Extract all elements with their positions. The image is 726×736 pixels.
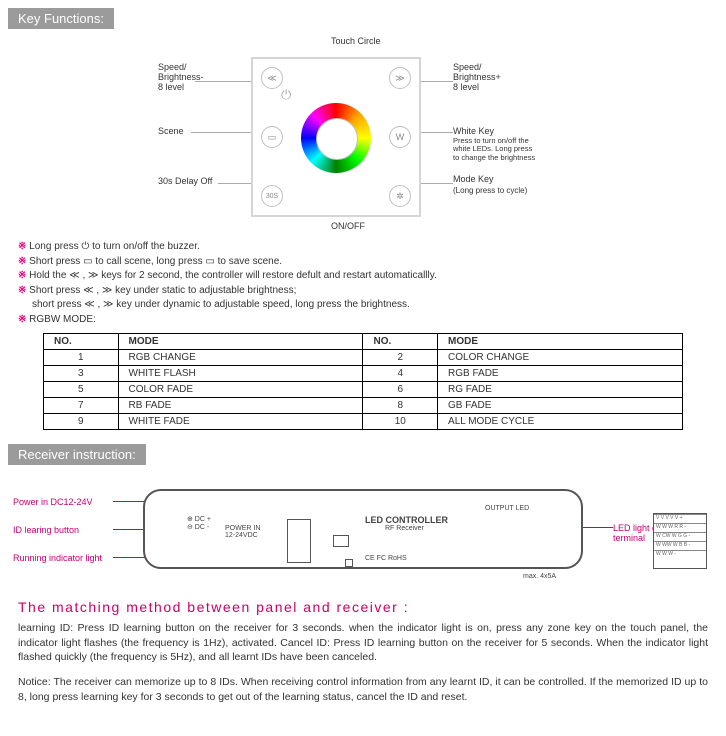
note-row: Long press ⏻ to turn on/off the buzzer. [18, 240, 708, 255]
power-icon: ⏻ [281, 87, 291, 103]
label-id-button: ID learing button [13, 525, 79, 535]
table-cell: COLOR FADE [118, 382, 363, 398]
label-rf: RF Receiver [385, 525, 424, 532]
table-cell: ALL MODE CYCLE [438, 414, 683, 430]
btn-white: W [389, 126, 411, 148]
note-row: Short press ▭ to call scene, long press … [18, 255, 708, 270]
table-cell: RGB CHANGE [118, 350, 363, 366]
label-onoff: ON/OFF [331, 222, 365, 232]
label-rohs: CE FC RoHS [365, 555, 407, 562]
btn-speed-plus: ≫ [389, 67, 411, 89]
table-cell: 10 [363, 414, 438, 430]
section-receiver: Receiver instruction: [8, 444, 146, 465]
leader-line [191, 132, 259, 133]
note-row-indent: short press ≪ , ≫ key under dynamic to a… [32, 298, 708, 313]
table-cell: 1 [44, 350, 119, 366]
th-mode: MODE [438, 334, 683, 350]
label-white-desc: Press to turn on/off the white LEDs. Lon… [453, 137, 535, 162]
table-cell: 4 [363, 366, 438, 382]
label-max: max. 4x5A [523, 573, 556, 580]
note-row: Hold the ≪ , ≫ keys for 2 second, the co… [18, 269, 708, 284]
matching-p2: Notice: The receiver can memorize up to … [18, 675, 708, 704]
notes-block: Long press ⏻ to turn on/off the buzzer. … [18, 240, 708, 327]
table-cell: GB FADE [438, 398, 683, 414]
matching-title: The matching method between panel and re… [18, 599, 708, 615]
label-output: OUTPUT LED [485, 505, 529, 512]
table-cell: RG FADE [438, 382, 683, 398]
note-row: Short press ≪ , ≫ key under static to ad… [18, 284, 708, 299]
touch-panel-diagram: Touch Circle Speed/ Brightness- 8 level … [153, 37, 573, 232]
matching-p1: learning ID: Press ID learning button on… [18, 621, 708, 665]
receiver-box: V V V V V +W W W R R -W CW W G G -W WW W… [143, 489, 583, 569]
table-cell: 5 [44, 382, 119, 398]
table-cell: RGB FADE [438, 366, 683, 382]
table-cell: COLOR CHANGE [438, 350, 683, 366]
table-cell: WHITE FLASH [118, 366, 363, 382]
th-no: NO. [363, 334, 438, 350]
btn-speed-minus: ≪ [261, 67, 283, 89]
table-cell: 7 [44, 398, 119, 414]
label-delay: 30s Delay Off [158, 177, 212, 187]
dc-connector [287, 519, 311, 563]
label-power-in: Power in DC12-24V [13, 497, 93, 507]
label-dc: ⊕ DC +⊖ DC - [187, 515, 211, 531]
indicator-led [345, 559, 353, 567]
id-learn-button [333, 535, 349, 547]
table-cell: 2 [363, 350, 438, 366]
touch-color-ring [301, 103, 371, 173]
label-speed-plus: Speed/ Brightness+ 8 level [453, 63, 501, 93]
th-mode: MODE [118, 334, 363, 350]
btn-scene: ▭ [261, 126, 283, 148]
label-running-light: Running indicator light [13, 553, 102, 563]
label-speed-minus: Speed/ Brightness- 8 level [158, 63, 204, 93]
label-power: POWER IN 12-24VDC [225, 525, 260, 539]
output-terminal: V V V V V +W W W R R -W CW W G G -W WW W… [653, 513, 707, 569]
label-touch-circle: Touch Circle [331, 37, 381, 47]
th-no: NO. [44, 334, 119, 350]
receiver-diagram: Power in DC12-24V ID learing button Runn… [13, 479, 713, 589]
rgbw-mode-table: NO. MODE NO. MODE 1RGB CHANGE2COLOR CHAN… [43, 333, 683, 430]
table-cell: WHITE FADE [118, 414, 363, 430]
table-cell: 9 [44, 414, 119, 430]
note-row: RGBW MODE: [18, 313, 708, 328]
label-mode-key: Mode Key [453, 175, 494, 185]
btn-delay: 30S [261, 185, 283, 207]
table-cell: 8 [363, 398, 438, 414]
label-controller: LED CONTROLLER [365, 515, 448, 525]
section-key-functions: Key Functions: [8, 8, 114, 29]
label-scene: Scene [158, 127, 184, 137]
table-cell: 3 [44, 366, 119, 382]
panel-box: ≪ ≫ ▭ W 30S ✲ ⏻ [251, 57, 421, 217]
btn-mode: ✲ [389, 185, 411, 207]
label-mode-desc: (Long press to cycle) [453, 187, 527, 196]
table-cell: RB FADE [118, 398, 363, 414]
table-cell: 6 [363, 382, 438, 398]
